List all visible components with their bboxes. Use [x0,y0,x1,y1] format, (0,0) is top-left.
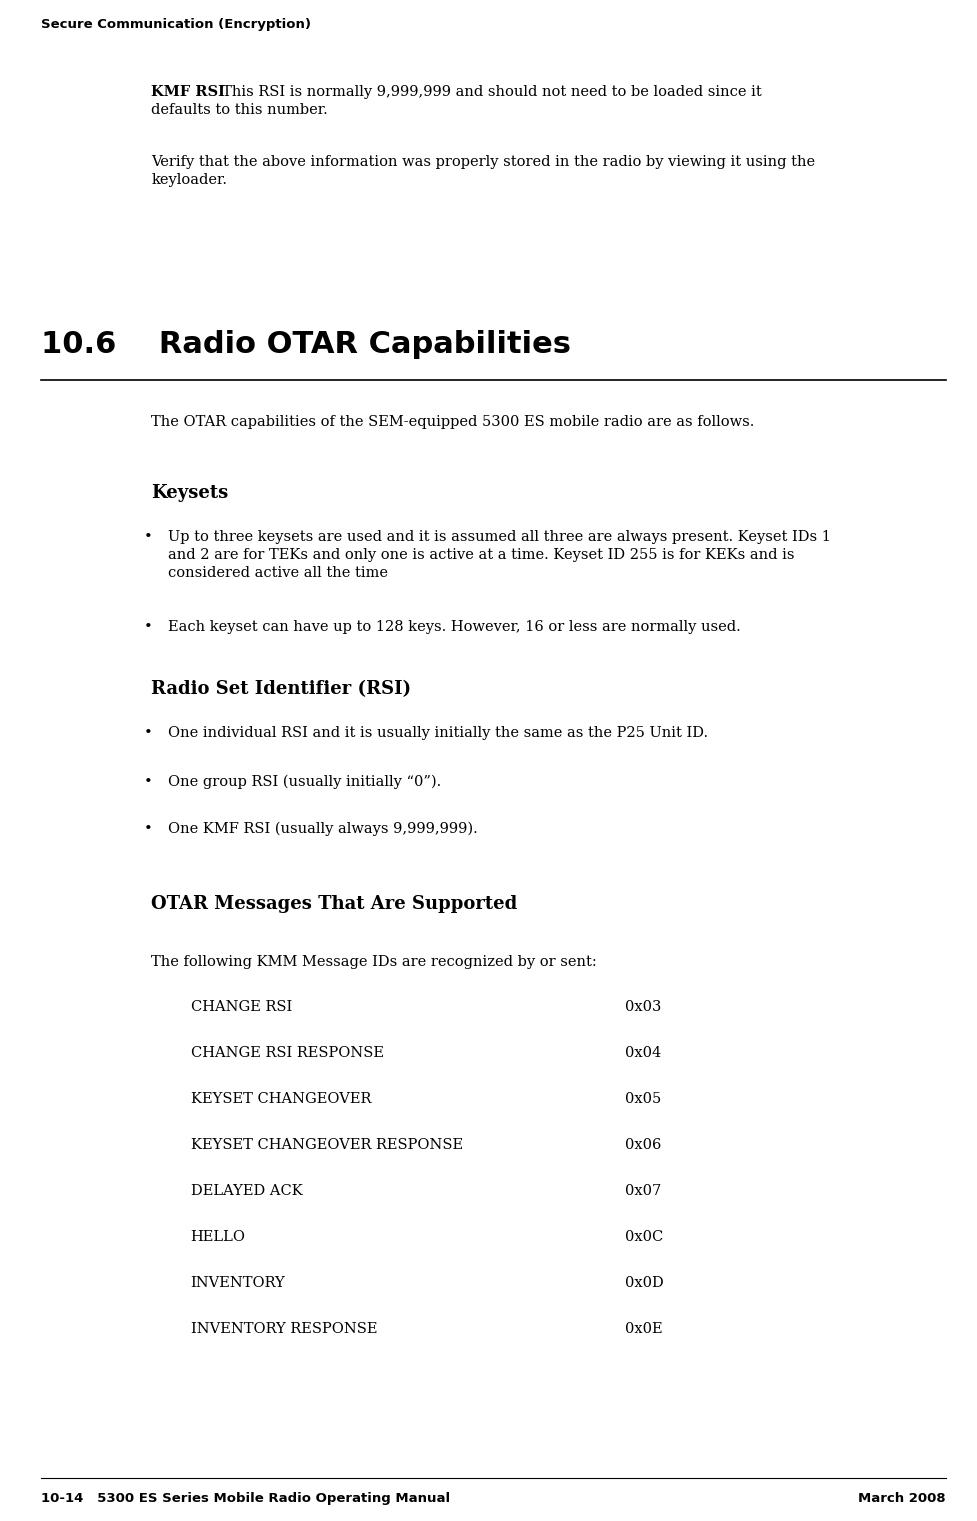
Text: OTAR Messages That Are Supported: OTAR Messages That Are Supported [151,894,518,913]
Text: HELLO: HELLO [191,1230,245,1244]
Text: and 2 are for TEKs and only one is active at a time. Keyset ID 255 is for KEKs a: and 2 are for TEKs and only one is activ… [168,548,794,561]
Text: One individual RSI and it is usually initially the same as the P25 Unit ID.: One individual RSI and it is usually ini… [168,726,708,741]
Text: Keysets: Keysets [151,484,229,502]
Text: •: • [144,726,152,741]
Text: 0x04: 0x04 [625,1046,661,1060]
Text: 0x0C: 0x0C [625,1230,663,1244]
Text: 0x05: 0x05 [625,1092,661,1106]
Text: KMF RSI: KMF RSI [151,85,226,99]
Text: Secure Communication (Encryption): Secure Communication (Encryption) [41,18,311,30]
Text: KEYSET CHANGEOVER: KEYSET CHANGEOVER [191,1092,371,1106]
Text: KEYSET CHANGEOVER RESPONSE: KEYSET CHANGEOVER RESPONSE [191,1138,463,1151]
Text: 0x0E: 0x0E [625,1322,663,1335]
Text: Up to three keysets are used and it is assumed all three are always present. Key: Up to three keysets are used and it is a… [168,529,830,545]
Text: The following KMM Message IDs are recognized by or sent:: The following KMM Message IDs are recogn… [151,955,597,969]
Text: •: • [144,529,152,545]
Text: CHANGE RSI: CHANGE RSI [191,999,292,1015]
Text: The OTAR capabilities of the SEM-equipped 5300 ES mobile radio are as follows.: The OTAR capabilities of the SEM-equippe… [151,415,755,429]
Text: Each keyset can have up to 128 keys. However, 16 or less are normally used.: Each keyset can have up to 128 keys. How… [168,621,741,634]
Text: 0x07: 0x07 [625,1183,661,1199]
Text: One group RSI (usually initially “0”).: One group RSI (usually initially “0”). [168,776,442,789]
Text: One KMF RSI (usually always 9,999,999).: One KMF RSI (usually always 9,999,999). [168,821,478,837]
Text: 0x06: 0x06 [625,1138,661,1151]
Text: 0x03: 0x03 [625,999,661,1015]
Text: - This RSI is normally 9,999,999 and should not need to be loaded since it: - This RSI is normally 9,999,999 and sho… [208,85,762,99]
Text: 10.6    Radio OTAR Capabilities: 10.6 Radio OTAR Capabilities [41,330,571,359]
Text: March 2008: March 2008 [858,1492,946,1504]
Text: CHANGE RSI RESPONSE: CHANGE RSI RESPONSE [191,1046,384,1060]
Text: INVENTORY: INVENTORY [191,1276,285,1290]
Text: considered active all the time: considered active all the time [168,566,388,580]
Text: INVENTORY RESPONSE: INVENTORY RESPONSE [191,1322,377,1335]
Text: 10-14   5300 ES Series Mobile Radio Operating Manual: 10-14 5300 ES Series Mobile Radio Operat… [41,1492,450,1504]
Text: •: • [144,776,152,789]
Text: Verify that the above information was properly stored in the radio by viewing it: Verify that the above information was pr… [151,155,816,169]
Text: defaults to this number.: defaults to this number. [151,103,328,117]
Text: keyloader.: keyloader. [151,173,228,187]
Text: •: • [144,821,152,837]
Text: DELAYED ACK: DELAYED ACK [191,1183,302,1199]
Text: Radio Set Identifier (RSI): Radio Set Identifier (RSI) [151,680,411,698]
Text: 0x0D: 0x0D [625,1276,664,1290]
Text: •: • [144,621,152,634]
